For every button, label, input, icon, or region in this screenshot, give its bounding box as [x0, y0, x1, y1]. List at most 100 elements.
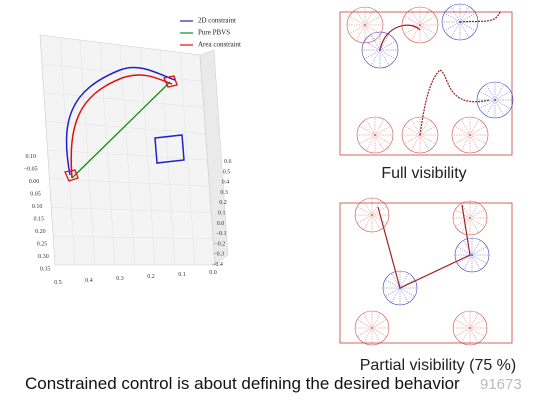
sensor-ray [399, 279, 415, 289]
sensor-ray [419, 119, 430, 136]
sensor-disc [452, 200, 488, 236]
sensor-ray [469, 125, 486, 136]
sensor-ray [457, 254, 473, 264]
sensor-ray [469, 217, 485, 227]
sensor-ray [364, 9, 375, 26]
grid [41, 37, 214, 266]
sensor-ray [469, 217, 479, 233]
sensor-ray [469, 209, 485, 219]
panel-frame [339, 11, 513, 156]
sensor-ray [364, 49, 381, 60]
sensor-ray [370, 34, 381, 51]
path [459, 11, 501, 23]
sensor-ray [459, 6, 470, 23]
tick-label: 0.25 [37, 242, 48, 248]
sensor-ray [371, 327, 381, 343]
sensor-ray [494, 84, 505, 101]
sensor-ray [454, 134, 471, 145]
sensor-ray [471, 246, 487, 256]
legend-label: Pure PBVS [198, 29, 230, 37]
sensor-ray [399, 287, 409, 303]
sensor-ray [419, 125, 436, 136]
sensor-ray [479, 99, 496, 110]
sensor-ray [357, 206, 373, 216]
sensor-ray [410, 119, 421, 136]
tick-label: −0.4 [212, 262, 223, 268]
sensor-ray [363, 327, 373, 343]
path [379, 24, 421, 51]
sensor-ray [379, 40, 396, 51]
sensor-ray [404, 134, 421, 145]
grid-line [49, 178, 210, 187]
start-end-markers [64, 75, 178, 182]
sensor-ray [460, 134, 471, 151]
trajectory-area [70, 74, 173, 179]
sensor-ray [385, 287, 401, 297]
sensor-ray [459, 12, 476, 23]
tick-label: 0.4 [222, 180, 230, 186]
watermark: 91673 [480, 376, 522, 393]
sensor-ray [399, 273, 409, 289]
sensor-ray [357, 319, 373, 329]
sensor-ray [461, 327, 471, 343]
sensor-ray [485, 84, 496, 101]
grid-line [139, 47, 156, 266]
sensor-disc [354, 310, 390, 346]
target-square [154, 134, 185, 164]
sensor-ray [363, 214, 373, 230]
sensor-ray [364, 24, 381, 35]
plot-3d: 2D constraint Pure PBVS Area constraint … [24, 17, 241, 286]
sensor-ray [355, 24, 366, 41]
sensor-ray [457, 246, 473, 256]
path [419, 69, 491, 136]
sensor-ray [374, 134, 385, 151]
legend-label: 2D constraint [198, 17, 236, 25]
sensor-ray [364, 24, 375, 41]
sensor-ray [461, 217, 471, 233]
tick-label: 0.5 [54, 280, 62, 286]
sensor-ray [469, 134, 480, 151]
sensor-ray [471, 240, 481, 256]
sensor-disc [454, 237, 490, 273]
tick-label: −0.05 [24, 167, 38, 173]
sensor-ray [355, 9, 366, 26]
sensor-ray [363, 313, 373, 329]
tick-label: 0.05 [30, 192, 41, 198]
sensor-ray [460, 119, 471, 136]
grid-line [159, 49, 176, 266]
tick-label: −0.3 [213, 252, 224, 258]
grid-line [119, 44, 136, 266]
sensor-ray [374, 125, 391, 136]
tick-label: 0.35 [40, 267, 51, 273]
sensor-ray [454, 125, 471, 136]
sensor-ray [379, 49, 396, 60]
sensor-ray [364, 40, 381, 51]
sensor-ray [455, 217, 471, 227]
sensor-ray [469, 327, 485, 337]
side-plane [199, 49, 229, 266]
tick-label: 0.20 [35, 229, 46, 235]
grid-line [53, 236, 214, 239]
sensor-ray [359, 125, 376, 136]
sensor-ray [469, 134, 486, 145]
panel-frame [339, 202, 513, 344]
sensor-ray [371, 200, 381, 216]
sensor-ray [371, 214, 387, 224]
tick-label: 0.3 [116, 276, 124, 282]
sensor-ray [410, 134, 421, 151]
trajectory-2d [65, 66, 176, 176]
sensor-disc [452, 310, 488, 346]
sensor-ray [419, 24, 430, 41]
grid-line [179, 52, 196, 266]
sensor-ray [410, 24, 421, 41]
sensor-ray [450, 6, 461, 23]
sensor-ray [471, 254, 487, 264]
tick-label: 0.00 [29, 179, 40, 185]
sensor-ray [391, 287, 401, 303]
sensor-ray [494, 99, 511, 110]
path [377, 204, 471, 289]
sensor-ray [399, 287, 415, 297]
sensor-ray [371, 327, 387, 337]
sensor-ray [455, 327, 471, 337]
sensor-ray [444, 21, 461, 32]
